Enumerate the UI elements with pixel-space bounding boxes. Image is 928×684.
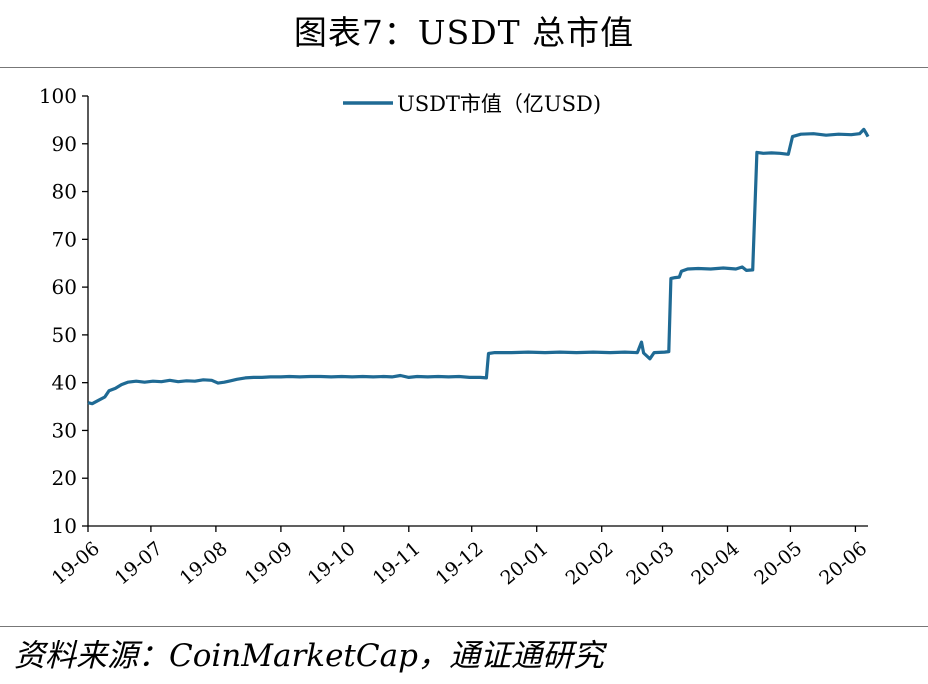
- source-note: 资料来源：CoinMarketCap，通证通研究: [14, 638, 604, 674]
- series-layer: [87, 127, 870, 406]
- y-tick-label: 50: [52, 323, 77, 347]
- x-tick-label: 20-06: [815, 537, 871, 589]
- y-tick-label: 80: [52, 180, 77, 204]
- y-tick-label: 90: [52, 132, 77, 156]
- y-tick-label: 70: [52, 227, 77, 251]
- y-tick-label: 40: [52, 371, 77, 395]
- bottom-divider: [0, 626, 928, 627]
- y-tick-label: 30: [52, 418, 77, 442]
- y-tick-label: 60: [52, 275, 77, 299]
- x-tick-label: 19-08: [176, 537, 232, 589]
- x-tick-label: 19-09: [241, 537, 297, 589]
- y-tick-label: 10: [52, 514, 77, 538]
- legend: USDT市值（亿USD): [343, 92, 601, 116]
- x-tick-label: 20-01: [497, 537, 553, 589]
- y-tick-label: 100: [39, 84, 77, 108]
- top-divider: [0, 67, 928, 68]
- x-tick-label: 19-11: [369, 537, 425, 589]
- x-tick-label: 19-07: [111, 537, 167, 589]
- x-axis: 19-06 19-07 19-08 19-09 19-10 19-11 19-12 20-01…: [48, 525, 871, 589]
- y-axis: 10 20 30 40 50 60 70 80 90 100: [39, 84, 89, 538]
- y-tick-label: 20: [52, 466, 77, 490]
- page-title: 图表7：USDT 总市值: [293, 13, 635, 52]
- x-tick-label: 20-02: [562, 537, 618, 589]
- x-tick-label: 20-05: [750, 537, 806, 589]
- x-tick-label: 20-04: [687, 537, 743, 589]
- x-tick-label: 19-10: [304, 537, 360, 589]
- x-tick-label: 19-12: [432, 537, 488, 589]
- series-line-0: [87, 127, 870, 406]
- x-tick-label: 20-03: [622, 537, 678, 589]
- x-tick-label: 19-06: [48, 537, 104, 589]
- legend-label: USDT市值（亿USD): [397, 92, 601, 116]
